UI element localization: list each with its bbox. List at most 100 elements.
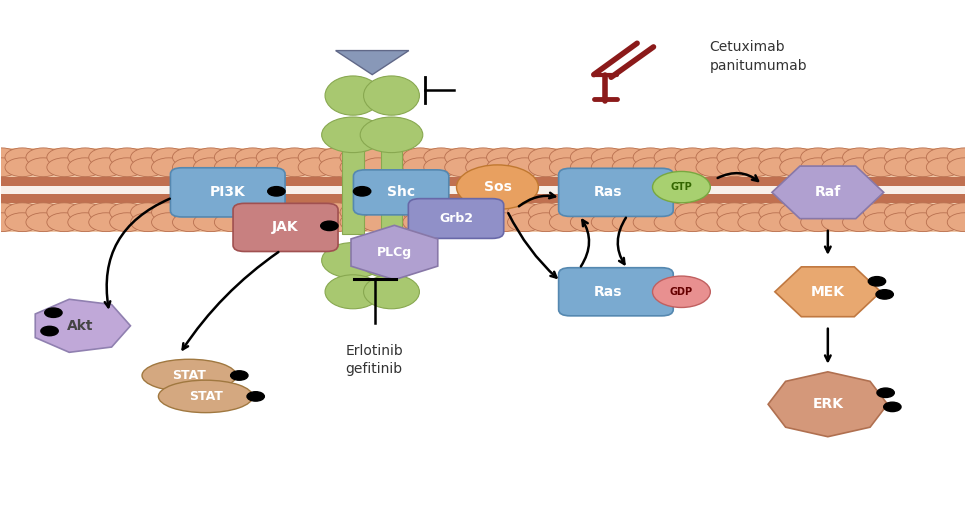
Circle shape — [591, 148, 626, 167]
Circle shape — [277, 158, 312, 177]
Circle shape — [675, 203, 710, 221]
Circle shape — [424, 203, 459, 221]
Circle shape — [864, 203, 898, 221]
Circle shape — [717, 203, 752, 221]
Circle shape — [487, 158, 522, 177]
Circle shape — [424, 148, 459, 167]
Circle shape — [864, 213, 898, 231]
Circle shape — [633, 203, 668, 221]
Circle shape — [89, 203, 124, 221]
Circle shape — [5, 213, 40, 231]
Circle shape — [696, 158, 730, 177]
Circle shape — [759, 213, 793, 231]
Circle shape — [110, 158, 144, 177]
Circle shape — [26, 148, 61, 167]
Text: Sos: Sos — [484, 180, 511, 194]
Circle shape — [236, 158, 270, 177]
Circle shape — [0, 203, 18, 221]
Circle shape — [652, 171, 710, 203]
Circle shape — [319, 203, 354, 221]
Circle shape — [885, 158, 919, 177]
Circle shape — [403, 148, 438, 167]
Circle shape — [277, 148, 312, 167]
Circle shape — [152, 158, 186, 177]
Circle shape — [717, 148, 752, 167]
FancyBboxPatch shape — [558, 268, 673, 316]
Circle shape — [612, 158, 647, 177]
Circle shape — [130, 213, 165, 231]
Circle shape — [47, 158, 81, 177]
Circle shape — [487, 148, 522, 167]
Circle shape — [487, 203, 522, 221]
Circle shape — [298, 158, 333, 177]
Circle shape — [759, 203, 793, 221]
Circle shape — [591, 158, 626, 177]
Circle shape — [948, 148, 966, 167]
Circle shape — [550, 213, 584, 231]
Circle shape — [277, 203, 312, 221]
Circle shape — [152, 213, 186, 231]
Circle shape — [570, 203, 605, 221]
Circle shape — [612, 148, 647, 167]
Circle shape — [696, 203, 730, 221]
Circle shape — [801, 213, 836, 231]
Text: Cetuximab
panitumumab: Cetuximab panitumumab — [709, 40, 807, 73]
Circle shape — [403, 213, 438, 231]
Circle shape — [905, 203, 940, 221]
Circle shape — [550, 148, 584, 167]
Circle shape — [696, 213, 730, 231]
Circle shape — [884, 402, 901, 412]
Ellipse shape — [457, 165, 538, 209]
Circle shape — [507, 203, 542, 221]
Circle shape — [319, 213, 354, 231]
Circle shape — [382, 158, 416, 177]
Circle shape — [268, 187, 285, 196]
Circle shape — [361, 203, 396, 221]
FancyBboxPatch shape — [409, 199, 503, 238]
Circle shape — [0, 158, 18, 177]
Ellipse shape — [360, 117, 423, 153]
Ellipse shape — [325, 275, 381, 309]
Ellipse shape — [325, 76, 381, 115]
Circle shape — [5, 148, 40, 167]
Circle shape — [152, 203, 186, 221]
Circle shape — [152, 148, 186, 167]
Text: PI3K: PI3K — [210, 185, 245, 199]
Circle shape — [68, 148, 102, 167]
Circle shape — [822, 203, 856, 221]
Circle shape — [444, 213, 479, 231]
Circle shape — [738, 148, 773, 167]
Circle shape — [633, 158, 668, 177]
Circle shape — [905, 148, 940, 167]
Circle shape — [68, 158, 102, 177]
Circle shape — [550, 158, 584, 177]
Circle shape — [654, 203, 689, 221]
Circle shape — [382, 213, 416, 231]
Circle shape — [403, 158, 438, 177]
Circle shape — [738, 158, 773, 177]
Circle shape — [382, 203, 416, 221]
Bar — [1, 186, 965, 194]
Circle shape — [236, 148, 270, 167]
Circle shape — [319, 158, 354, 177]
Circle shape — [26, 213, 61, 231]
Text: Grb2: Grb2 — [439, 212, 473, 225]
Circle shape — [236, 203, 270, 221]
Circle shape — [507, 148, 542, 167]
Circle shape — [696, 148, 730, 167]
Circle shape — [47, 148, 81, 167]
Circle shape — [214, 203, 249, 221]
Ellipse shape — [322, 242, 384, 278]
Circle shape — [361, 148, 396, 167]
Circle shape — [675, 213, 710, 231]
Circle shape — [277, 213, 312, 231]
Bar — [1, 177, 965, 203]
Circle shape — [780, 213, 814, 231]
FancyBboxPatch shape — [233, 204, 338, 251]
Circle shape — [822, 148, 856, 167]
Text: Ras: Ras — [594, 285, 622, 299]
Circle shape — [130, 148, 165, 167]
Circle shape — [236, 213, 270, 231]
Circle shape — [466, 148, 500, 167]
Circle shape — [5, 203, 40, 221]
